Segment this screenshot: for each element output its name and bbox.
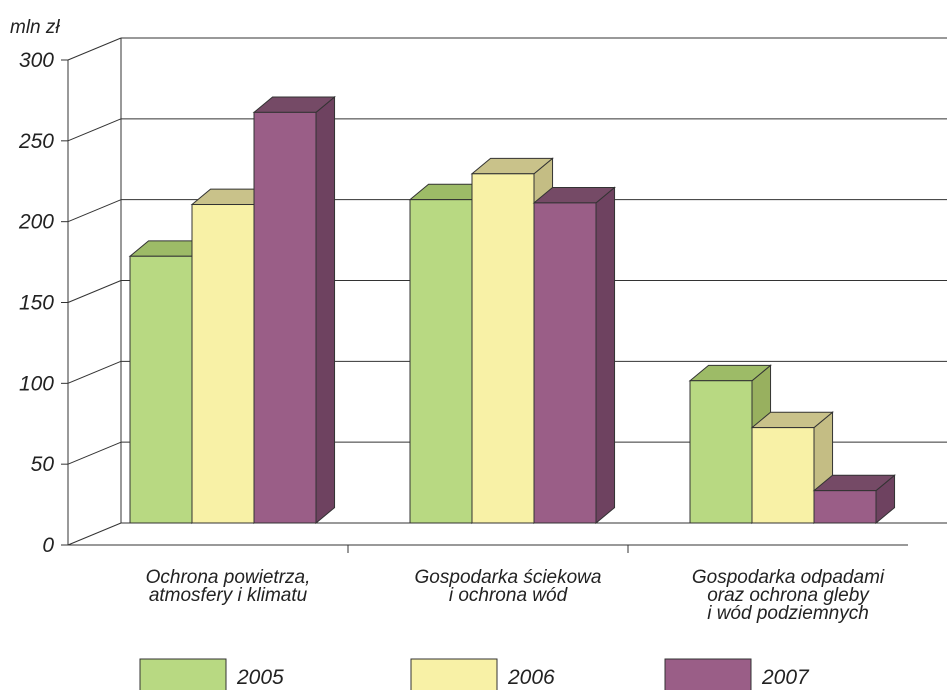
legend-item: 2005 [139, 658, 284, 690]
gridline-depth [67, 522, 122, 546]
bar-front [751, 427, 815, 524]
y-tick-label: 0 [42, 534, 54, 557]
category-label: atmosfery i klimatu [149, 585, 308, 606]
bar-front [129, 255, 193, 524]
category-label: i ochrona wód [449, 585, 569, 606]
y-tick-label: 50 [31, 453, 55, 476]
bar [252, 95, 336, 525]
legend-swatch [664, 658, 752, 690]
legend-label: 2007 [761, 666, 810, 689]
gridline-depth [67, 441, 122, 465]
y-tick-label: 100 [19, 372, 54, 395]
bar-front [533, 202, 597, 524]
bar-front [253, 111, 317, 524]
category-label: Ochrona powietrza, [146, 567, 311, 588]
bar-side [595, 186, 616, 525]
gridline-depth [67, 37, 122, 61]
legend-item: 2006 [410, 658, 555, 690]
legend-label: 2005 [236, 666, 284, 689]
y-axis-unit-label: mln zł [10, 17, 60, 38]
bar-side [315, 95, 336, 525]
bar-front [813, 490, 877, 524]
category-label: i wód podziemnych [707, 603, 869, 624]
bar-front [689, 380, 753, 524]
y-tick-label: 150 [19, 292, 54, 315]
gridline-depth [67, 280, 122, 303]
gridline-depth [67, 118, 122, 142]
y-tick-label: 300 [19, 49, 54, 72]
category-label: Gospodarka odpadami [692, 567, 885, 588]
gridline-depth [67, 199, 122, 223]
gridline-depth [67, 360, 122, 384]
legend-item: 2007 [664, 658, 810, 690]
bar-front [191, 204, 255, 524]
category-label: Gospodarka ściekowa [415, 567, 602, 588]
bar-front [471, 173, 535, 524]
y-tick-label: 250 [18, 130, 54, 153]
legend-swatch [139, 658, 227, 690]
category-label: oraz ochrona gleby [707, 585, 870, 606]
bar [812, 474, 896, 525]
legend-swatch [410, 658, 498, 690]
bar-front [409, 199, 473, 524]
legend-label: 2006 [507, 666, 555, 689]
y-tick-label: 200 [18, 211, 54, 234]
bar [532, 186, 616, 525]
